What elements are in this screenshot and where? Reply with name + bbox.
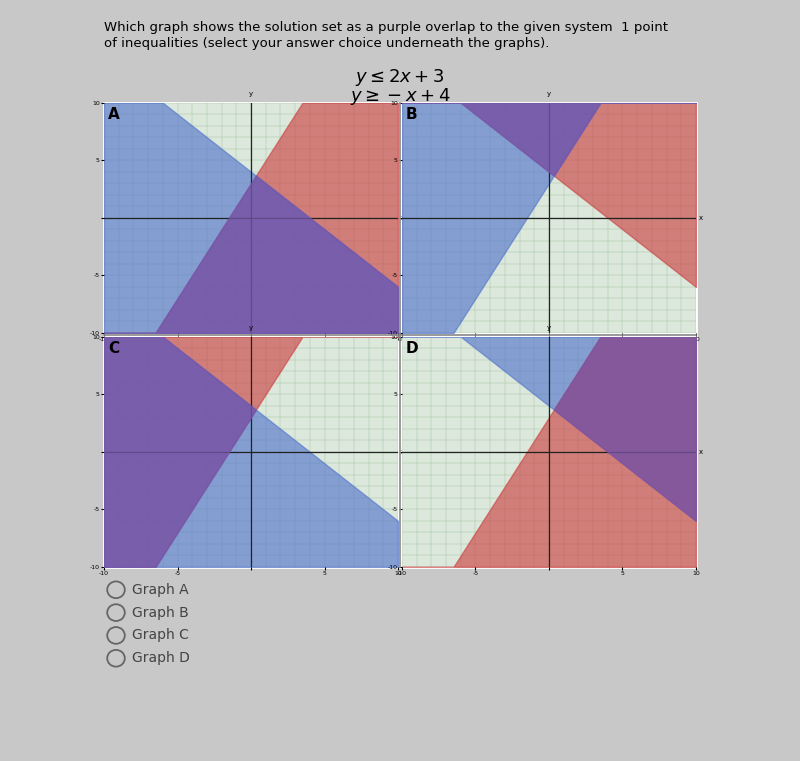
Text: Graph A: Graph A	[132, 583, 189, 597]
Text: x: x	[699, 215, 703, 221]
Text: y: y	[249, 325, 253, 331]
Text: A: A	[108, 107, 120, 122]
Text: B: B	[406, 107, 418, 122]
Text: of inequalities (select your answer choice underneath the graphs).: of inequalities (select your answer choi…	[104, 37, 550, 49]
Text: x: x	[699, 449, 703, 455]
Text: C: C	[108, 341, 119, 355]
Text: Graph C: Graph C	[132, 629, 189, 642]
Text: x: x	[401, 449, 405, 455]
Text: $y \leq 2x + 3$: $y \leq 2x + 3$	[355, 67, 445, 88]
Text: D: D	[406, 341, 418, 355]
Text: x: x	[401, 215, 405, 221]
Text: $y \geq -x + 4$: $y \geq -x + 4$	[350, 86, 450, 107]
Text: Which graph shows the solution set as a purple overlap to the given system  1 po: Which graph shows the solution set as a …	[104, 21, 668, 34]
Text: Graph B: Graph B	[132, 606, 189, 619]
Text: y: y	[547, 91, 551, 97]
Text: y: y	[249, 91, 253, 97]
Text: y: y	[547, 325, 551, 331]
Text: Graph D: Graph D	[132, 651, 190, 665]
